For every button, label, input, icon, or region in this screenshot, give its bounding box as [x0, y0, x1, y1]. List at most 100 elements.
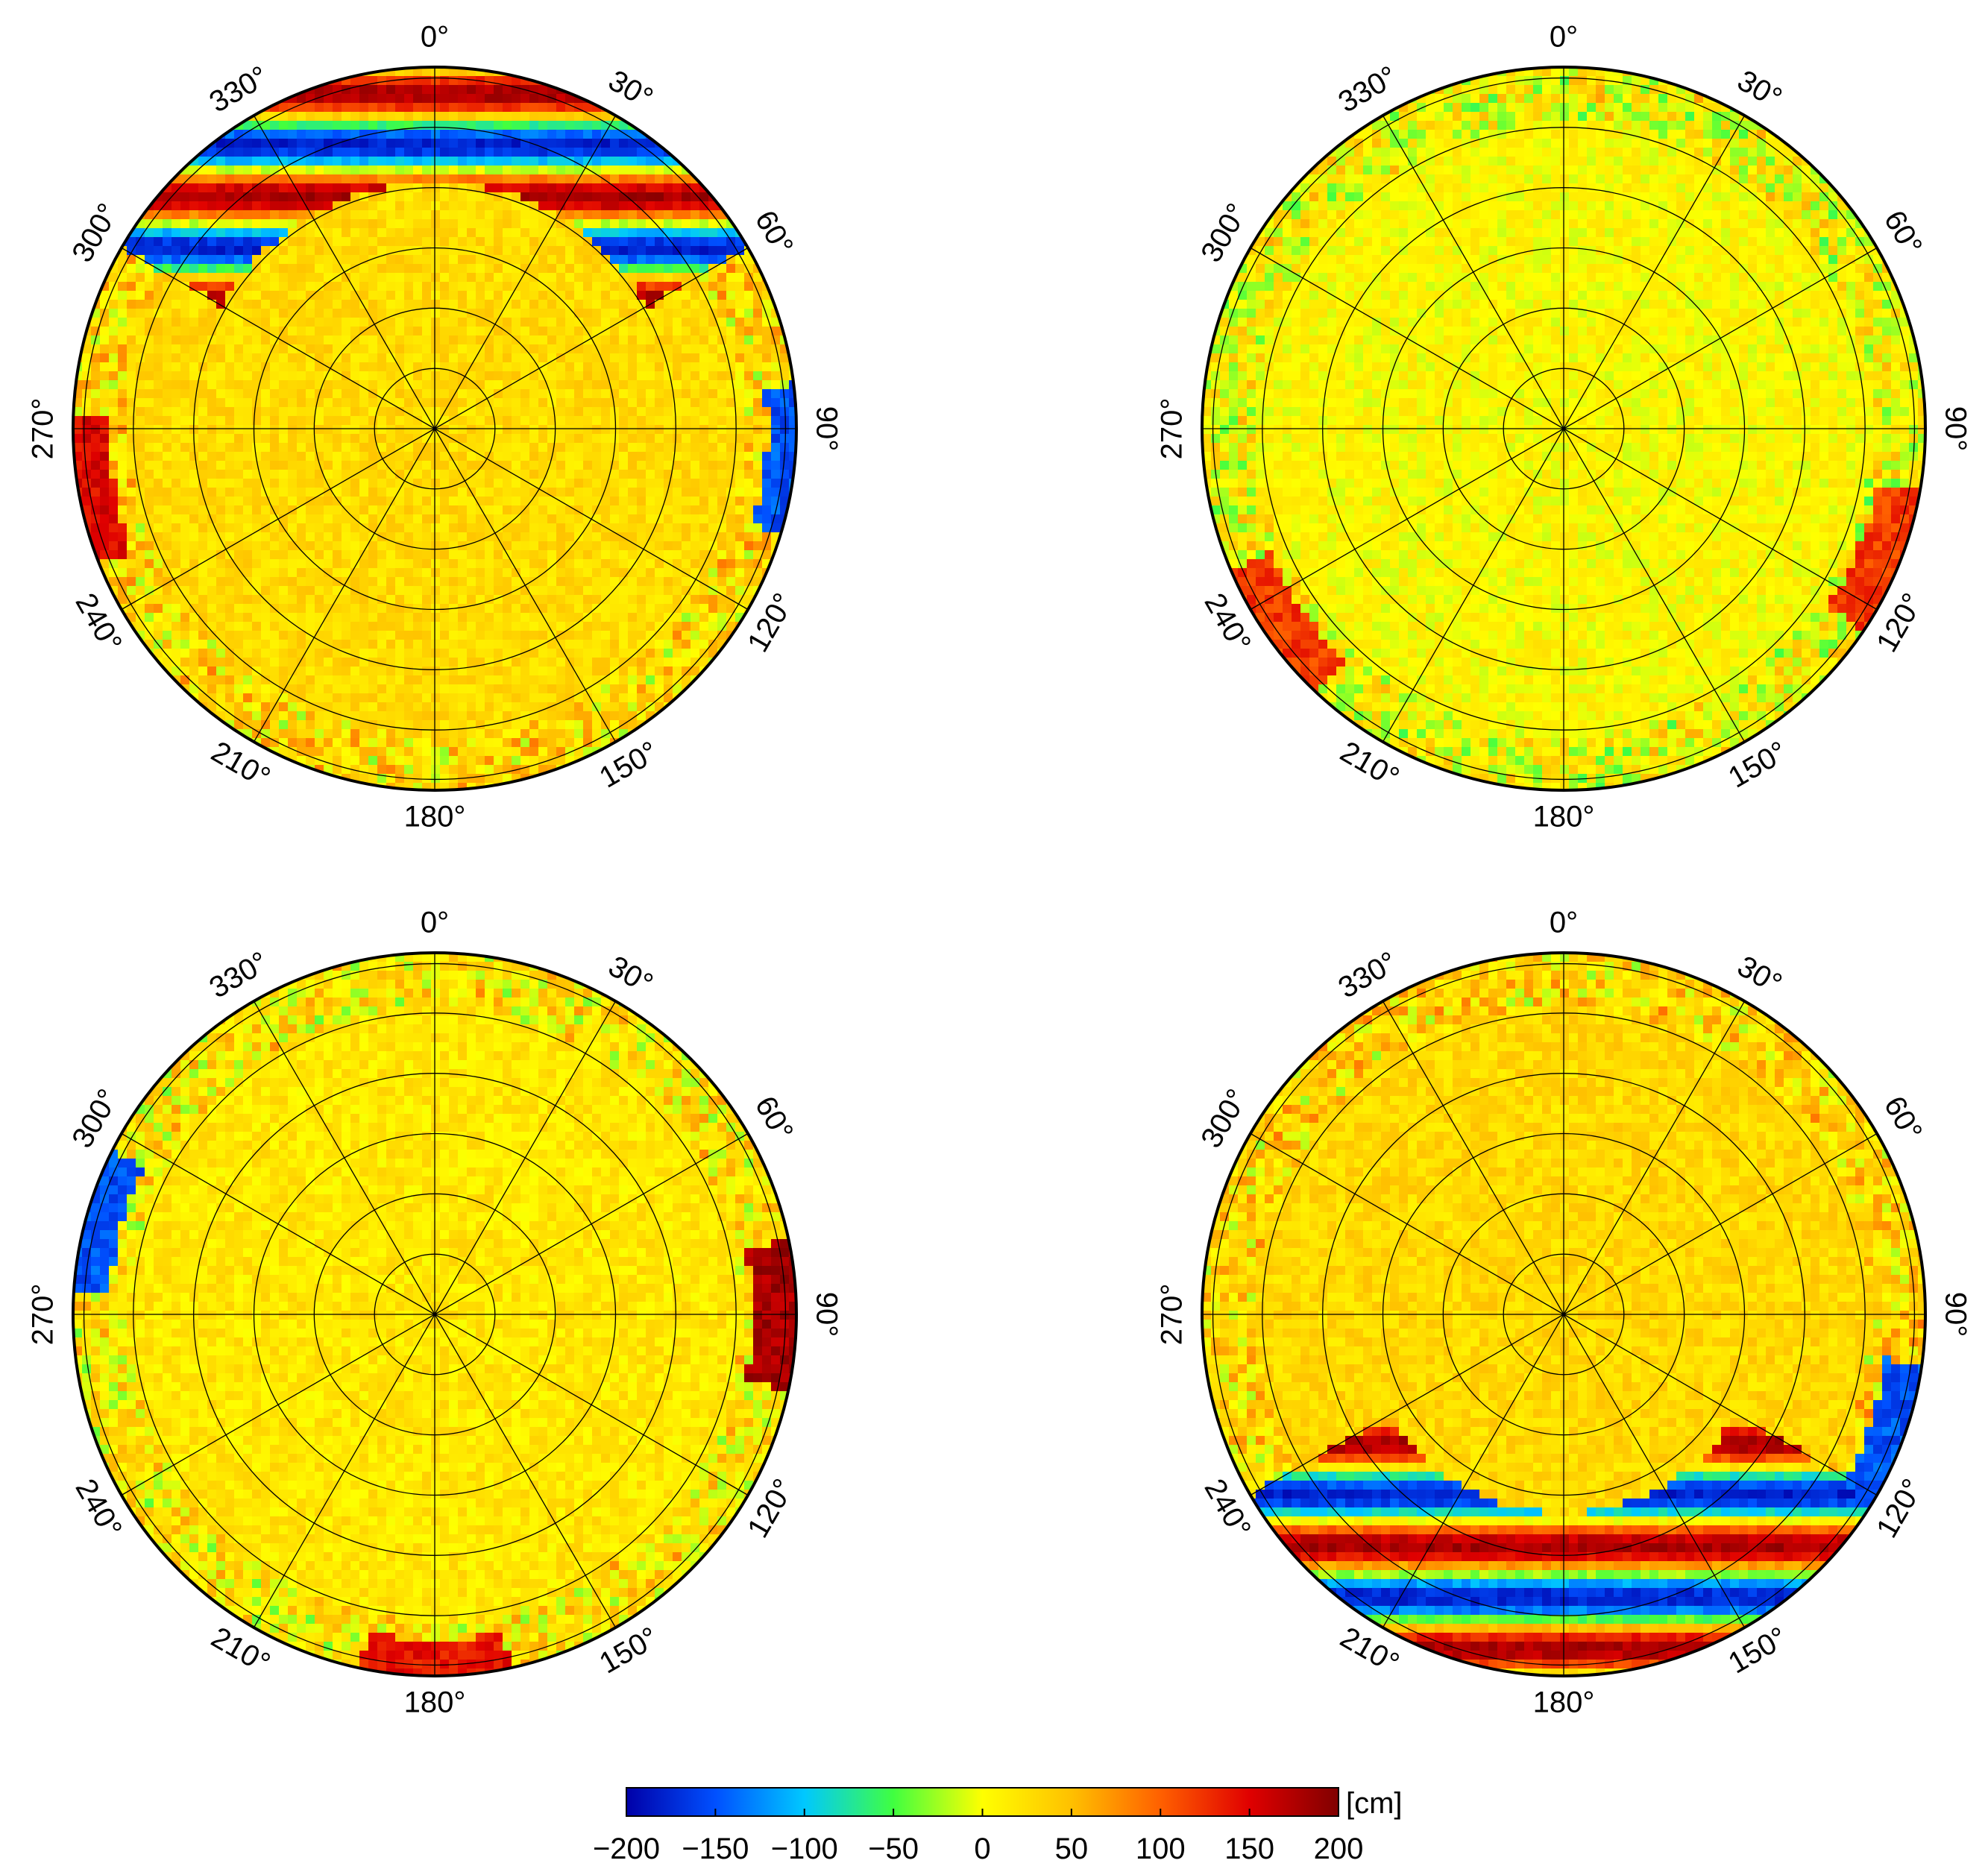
heat-cell — [431, 398, 441, 408]
heat-cell — [252, 139, 262, 148]
heat-cell — [547, 586, 557, 596]
heat-cell — [315, 407, 324, 417]
heat-cell — [449, 479, 459, 488]
heat-cell — [547, 300, 557, 309]
heat-cell — [225, 335, 235, 345]
heat-cell — [682, 658, 691, 667]
heat-cell — [368, 246, 378, 256]
heat-cell — [270, 649, 280, 658]
heat-cell — [476, 309, 485, 318]
heat-cell — [503, 380, 512, 390]
heat-cell — [503, 264, 512, 274]
heat-cell — [315, 568, 324, 578]
heat-cell — [342, 112, 351, 122]
heat-cell — [180, 667, 190, 676]
heat-cell — [503, 595, 512, 605]
heat-cell — [333, 327, 342, 336]
heat-cell — [324, 675, 333, 685]
heat-cell — [628, 344, 638, 354]
heat-cell — [440, 595, 450, 605]
heat-cell — [520, 309, 530, 318]
heat-cell — [279, 371, 289, 381]
heat-cell — [574, 541, 584, 551]
heat-cell — [333, 201, 342, 211]
heat-cell — [699, 470, 709, 479]
heat-cell — [673, 210, 682, 220]
heat-cell — [261, 112, 271, 122]
heat-cell — [735, 452, 745, 461]
heat-cell — [333, 174, 342, 184]
heat-cell — [646, 631, 655, 640]
heat-cell — [189, 488, 199, 497]
heat-cell — [664, 497, 673, 506]
heat-cell — [691, 640, 700, 649]
heat-cell — [324, 183, 333, 193]
heat-cell — [404, 76, 414, 86]
heat-cell — [699, 300, 709, 309]
heat-cell — [333, 675, 342, 685]
heat-cell — [682, 201, 691, 211]
heat-cell — [601, 148, 611, 157]
heat-cell — [297, 622, 306, 631]
heat-cell — [520, 488, 530, 497]
heat-cell — [350, 523, 360, 533]
heat-cell — [333, 228, 342, 238]
heat-cell — [172, 586, 181, 596]
heat-cell — [449, 470, 459, 479]
heat-cell — [163, 622, 172, 631]
heat-cell — [324, 684, 333, 694]
heat-cell — [529, 640, 539, 649]
heat-cell — [368, 658, 378, 667]
heat-cell — [440, 559, 450, 569]
heat-cell — [127, 407, 136, 417]
heat-cell — [359, 497, 369, 506]
heat-cell — [467, 210, 476, 220]
heat-cell — [512, 407, 521, 417]
heat-cell — [664, 282, 673, 292]
heat-cell — [771, 318, 781, 327]
heat-cell — [422, 488, 432, 497]
heat-cell — [601, 514, 611, 524]
heat-cell — [673, 631, 682, 640]
heat-cell — [547, 201, 557, 211]
heat-cell — [574, 550, 584, 560]
heat-cell — [216, 380, 226, 390]
heat-cell — [315, 371, 324, 381]
heat-cell — [601, 452, 611, 461]
heat-cell — [297, 711, 306, 721]
heat-cell — [270, 640, 280, 649]
heat-cell — [207, 577, 217, 587]
heat-cell — [547, 237, 557, 247]
heat-cell — [449, 327, 459, 336]
heat-cell — [512, 613, 521, 623]
heat-cell — [565, 371, 575, 381]
heat-cell — [386, 255, 396, 265]
heat-cell — [377, 470, 387, 479]
heat-cell — [342, 237, 351, 247]
heat-cell — [780, 497, 790, 506]
heat-cell — [225, 389, 235, 399]
heat-cell — [252, 684, 262, 694]
heat-cell — [503, 139, 512, 148]
heat-cell — [216, 291, 226, 300]
heat-cell — [449, 309, 459, 318]
heat-cell — [762, 371, 772, 381]
heat-cell — [682, 425, 691, 435]
heat-cell — [637, 291, 647, 300]
heat-cell — [494, 264, 503, 274]
heat-cell — [207, 264, 217, 274]
heat-cell — [762, 380, 772, 390]
heat-cell — [503, 210, 512, 220]
heat-cell — [503, 183, 512, 193]
heat-cell — [520, 157, 530, 166]
heat-cell — [485, 76, 494, 86]
heat-cell — [145, 291, 154, 300]
heat-cell — [413, 76, 423, 86]
heat-cell — [458, 300, 468, 309]
heat-cell — [198, 335, 208, 345]
heat-cell — [762, 362, 772, 372]
heat-cell — [207, 497, 217, 506]
heat-cell — [261, 371, 271, 381]
heat-cell — [574, 568, 584, 578]
heat-cell — [753, 514, 763, 524]
